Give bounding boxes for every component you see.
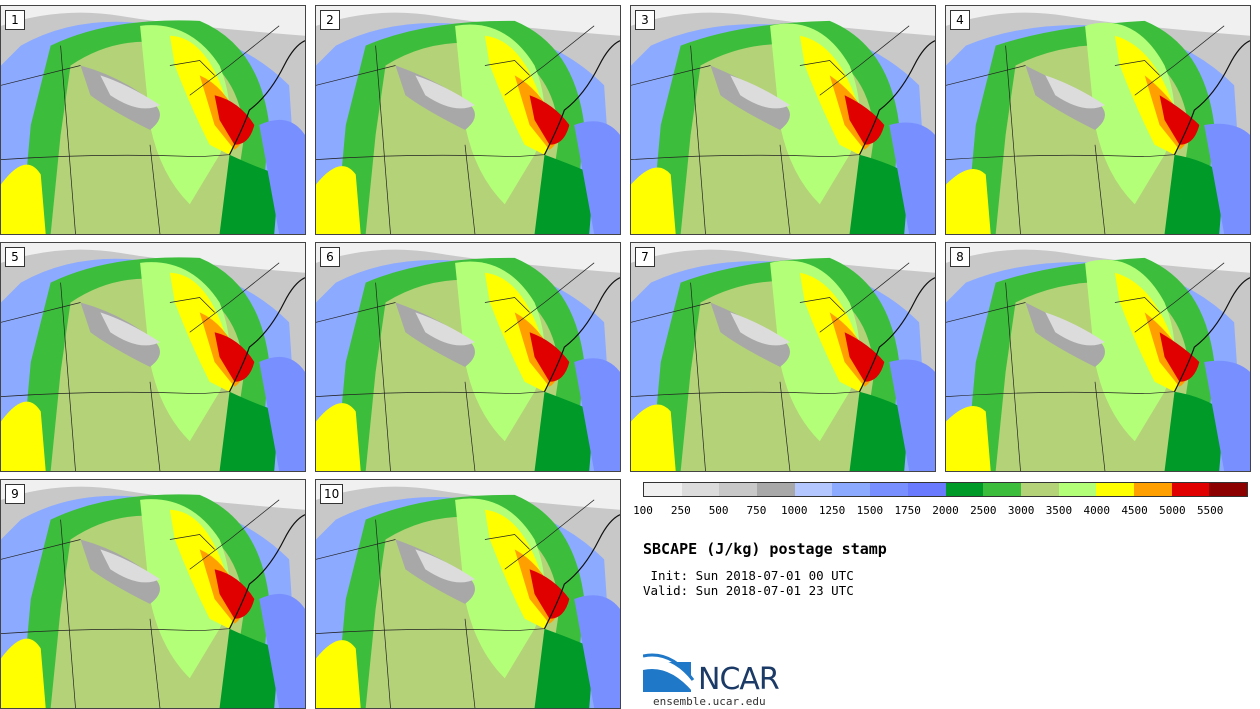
sbcape-map bbox=[946, 6, 1250, 234]
panel-number: 10 bbox=[320, 484, 344, 504]
init-time: Init: Sun 2018-07-01 00 UTC bbox=[643, 568, 854, 583]
colorbar bbox=[643, 482, 1248, 497]
colorbar-swatch bbox=[1020, 483, 1059, 496]
sbcape-map bbox=[631, 243, 935, 471]
colorbar-tick-label: 3500 bbox=[1045, 504, 1073, 517]
colorbar-swatch bbox=[945, 483, 984, 496]
colorbar-tick-label: 1250 bbox=[818, 504, 846, 517]
map-panel[interactable]: 10 bbox=[315, 479, 621, 709]
colorbar-tick-label: 1750 bbox=[894, 504, 921, 517]
sbcape-map bbox=[631, 6, 935, 234]
colorbar-tick-label: 2000 bbox=[932, 504, 959, 517]
panel-number: 3 bbox=[635, 10, 655, 30]
map-panel[interactable]: 9 bbox=[0, 479, 306, 709]
map-panel[interactable]: 2 bbox=[315, 5, 621, 235]
colorbar-swatch bbox=[832, 483, 871, 496]
sbcape-map bbox=[316, 243, 620, 471]
colorbar-swatch bbox=[1096, 483, 1134, 496]
colorbar-tick-label: 4000 bbox=[1083, 504, 1111, 517]
colorbar-swatch bbox=[1058, 483, 1097, 496]
map-panel[interactable]: 6 bbox=[315, 242, 621, 472]
ncar-logo-text: NCAR bbox=[698, 662, 780, 697]
site-url[interactable]: ensemble.ucar.edu bbox=[653, 695, 766, 708]
valid-time: Valid: Sun 2018-07-01 23 UTC bbox=[643, 583, 854, 598]
colorbar-swatch bbox=[757, 483, 795, 496]
sbcape-map bbox=[1, 6, 305, 234]
page-title: SBCAPE (J/kg) postage stamp bbox=[643, 540, 887, 558]
colorbar-swatch bbox=[1171, 483, 1210, 496]
sbcape-map bbox=[946, 243, 1250, 471]
colorbar-tick-label: 750 bbox=[746, 504, 767, 517]
colorbar-tick-label: 5000 bbox=[1159, 504, 1186, 517]
panel-number: 5 bbox=[5, 247, 25, 267]
ncar-logo-icon bbox=[643, 653, 695, 692]
colorbar-swatch bbox=[1133, 483, 1172, 496]
colorbar-tick-label: 1000 bbox=[781, 504, 808, 517]
map-panel[interactable]: 3 bbox=[630, 5, 936, 235]
sbcape-map bbox=[316, 480, 620, 708]
colorbar-tick-label: 2500 bbox=[970, 504, 997, 517]
panel-number: 2 bbox=[320, 10, 340, 30]
colorbar-swatch bbox=[719, 483, 758, 496]
colorbar-swatch bbox=[870, 483, 908, 496]
colorbar-tick-label: 250 bbox=[670, 504, 691, 517]
panel-number: 9 bbox=[5, 484, 25, 504]
panel-number: 6 bbox=[320, 247, 340, 267]
map-panel[interactable]: 4 bbox=[945, 5, 1251, 235]
sbcape-map bbox=[1, 480, 305, 708]
sbcape-map bbox=[316, 6, 620, 234]
sbcape-map bbox=[1, 243, 305, 471]
colorbar-tick-label: 3000 bbox=[1007, 504, 1035, 517]
colorbar-tick-label: 5500 bbox=[1196, 504, 1224, 517]
colorbar-tick-label: 100 bbox=[633, 504, 653, 517]
colorbar-tick-label: 4500 bbox=[1121, 504, 1148, 517]
colorbar-tick-label: 500 bbox=[708, 504, 729, 517]
map-panel[interactable]: 7 bbox=[630, 242, 936, 472]
colorbar-swatch bbox=[681, 483, 720, 496]
colorbar-swatch bbox=[794, 483, 833, 496]
map-panel[interactable]: 1 bbox=[0, 5, 306, 235]
panel-number: 7 bbox=[635, 247, 655, 267]
colorbar-swatch bbox=[983, 483, 1021, 496]
colorbar-swatch bbox=[1209, 483, 1247, 496]
map-panel[interactable]: 8 bbox=[945, 242, 1251, 472]
panel-number: 1 bbox=[5, 10, 25, 30]
colorbar-swatch bbox=[907, 483, 946, 496]
panel-number: 4 bbox=[950, 10, 970, 30]
colorbar-tick-label: 1500 bbox=[856, 504, 884, 517]
colorbar-swatch bbox=[644, 483, 682, 496]
panel-number: 8 bbox=[950, 247, 970, 267]
map-panel[interactable]: 5 bbox=[0, 242, 306, 472]
